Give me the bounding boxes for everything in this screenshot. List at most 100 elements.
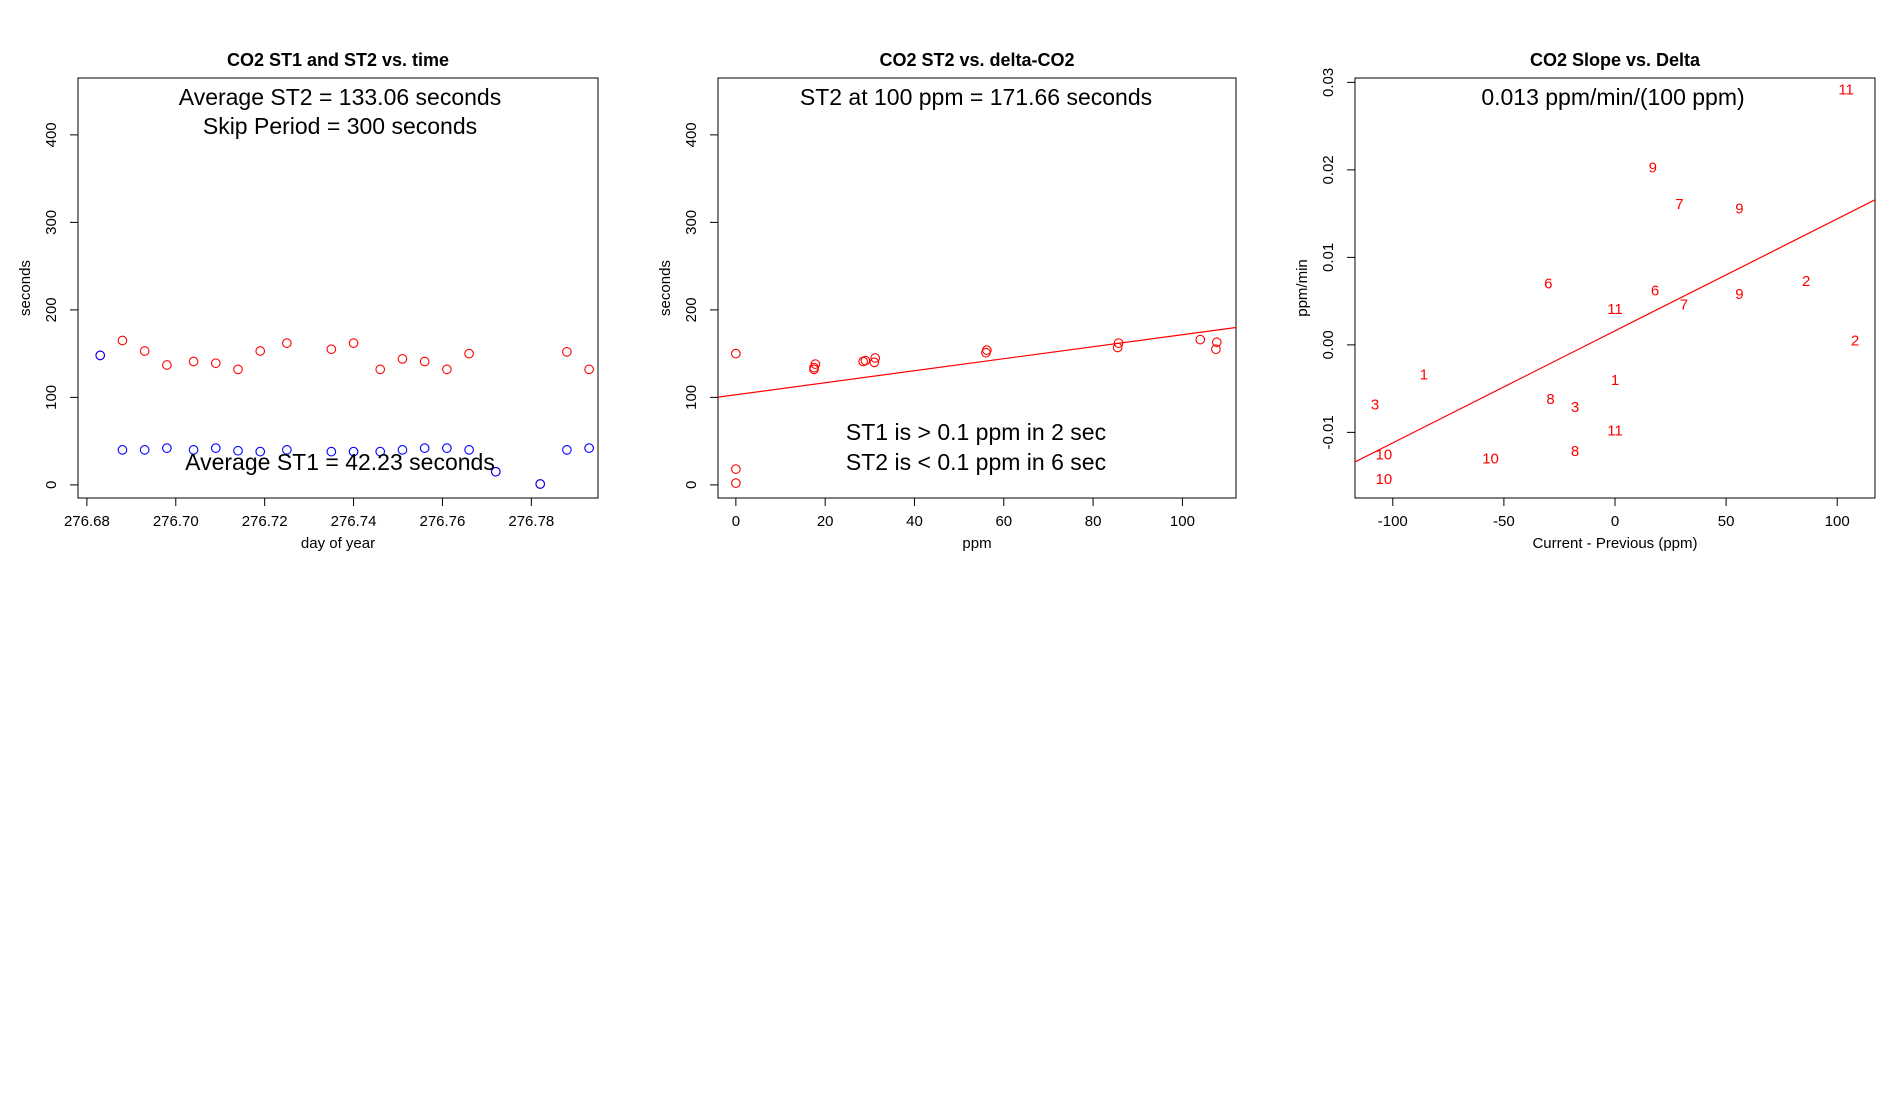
- x-axis-label: Current - Previous (ppm): [1532, 535, 1697, 552]
- y-tick-label: 300: [683, 210, 700, 235]
- data-point: [562, 347, 572, 357]
- plot-area: [718, 326, 1236, 488]
- y-tick-label: -0.01: [1320, 415, 1337, 449]
- data-point-label: 11: [1838, 81, 1854, 98]
- data-point: [348, 446, 359, 457]
- data-point: [870, 353, 881, 363]
- x-tick-label: 276.70: [153, 513, 199, 530]
- x-tick-label: 100: [1825, 513, 1850, 530]
- plot-annotation: Skip Period = 300 seconds: [203, 113, 477, 139]
- data-point: [562, 445, 572, 455]
- data-point-label: 1: [1611, 372, 1619, 389]
- data-point: [117, 335, 128, 346]
- data-point: [464, 348, 474, 359]
- data-point-label: 7: [1675, 196, 1683, 213]
- chart-title: CO2 ST1 and ST2 vs. time: [227, 50, 449, 70]
- x-tick-label: -100: [1378, 513, 1408, 530]
- data-point-label: 11: [1607, 301, 1623, 318]
- y-tick-label: 0.03: [1320, 68, 1337, 97]
- x-axis: -100 -50 0 50 100: [1378, 497, 1850, 530]
- data-point: [419, 356, 430, 367]
- data-point: [1195, 334, 1206, 345]
- x-tick-label: 0: [1611, 513, 1619, 530]
- x-tick-label: 60: [995, 513, 1012, 530]
- data-point-label: 10: [1376, 446, 1393, 463]
- y-tick-label: 400: [43, 122, 60, 147]
- data-point: [584, 364, 594, 375]
- y-tick-label: 200: [43, 297, 60, 322]
- data-point: [162, 443, 172, 453]
- series-1: [731, 334, 1222, 488]
- data-point-label: 10: [1376, 471, 1393, 488]
- data-point: [162, 360, 172, 370]
- data-point-label: 2: [1851, 333, 1859, 350]
- x-tick-label: 0: [732, 513, 740, 530]
- data-point: [375, 446, 386, 457]
- data-point: [584, 443, 594, 453]
- plot-frame: [77, 77, 599, 499]
- chart-panel-2: CO2 ST2 vs. delta-CO2 0 20 40 60 80 100 ppm 0 100…: [657, 50, 1237, 552]
- x-axis-label: day of year: [301, 535, 375, 552]
- data-point: [1113, 338, 1124, 348]
- data-point: [397, 354, 408, 364]
- plot-annotation: Average ST1 = 42.23 seconds: [185, 449, 495, 475]
- data-point: [1211, 337, 1222, 348]
- x-tick-label: 276.72: [242, 513, 288, 530]
- x-tick-label: 40: [906, 513, 923, 530]
- x-axis: 0 20 40 60 80 100: [732, 497, 1195, 530]
- data-point-label: 3: [1571, 399, 1579, 416]
- data-point: [731, 464, 741, 474]
- data-point: [490, 466, 501, 477]
- data-point: [233, 364, 243, 375]
- data-point-label: 7: [1680, 297, 1688, 314]
- x-axis-label: ppm: [962, 535, 991, 552]
- data-point-label: 6: [1651, 283, 1659, 300]
- data-point-label: 2: [1802, 273, 1810, 290]
- y-tick-label: 400: [683, 122, 700, 147]
- chart-title: CO2 ST2 vs. delta-CO2: [879, 50, 1074, 70]
- y-axis: 0 100 200 300 400: [683, 122, 719, 489]
- y-tick-label: 100: [683, 385, 700, 410]
- plot-annotation: Average ST2 = 133.06 seconds: [179, 84, 501, 110]
- data-point: [442, 364, 452, 375]
- y-tick-label: 300: [43, 210, 60, 235]
- x-tick-label: -50: [1493, 513, 1515, 530]
- x-tick-label: 20: [817, 513, 834, 530]
- data-point: [255, 346, 266, 356]
- y-tick-label: 0.00: [1320, 330, 1337, 359]
- data-point: [860, 355, 871, 366]
- plot-annotation: ST2 is < 0.1 ppm in 6 sec: [846, 449, 1106, 475]
- y-tick-label: 100: [43, 385, 60, 410]
- plot-area: [95, 335, 594, 489]
- data-point: [397, 445, 408, 455]
- data-point-label: 11: [1607, 423, 1623, 440]
- y-axis-label: seconds: [17, 260, 34, 316]
- data-point: [255, 446, 266, 457]
- plot-annotation: ST1 is > 0.1 ppm in 2 sec: [846, 419, 1106, 445]
- x-tick-label: 50: [1718, 513, 1735, 530]
- data-point: [117, 445, 128, 455]
- plot-annotation: 0.013 ppm/min/(100 ppm): [1481, 84, 1744, 110]
- chart-panel-3: CO2 Slope vs. Delta -100 -50 0 50 100 Current …: [1294, 50, 1876, 552]
- y-axis-label: ppm/min: [1294, 259, 1311, 317]
- x-tick-label: 80: [1085, 513, 1102, 530]
- regression-line: [718, 326, 1236, 398]
- data-point: [535, 479, 546, 489]
- data-point: [442, 443, 452, 453]
- x-tick-label: 276.68: [64, 513, 110, 530]
- x-tick-label: 276.78: [508, 513, 554, 530]
- data-point: [282, 338, 292, 348]
- data-point: [188, 356, 199, 367]
- data-point: [139, 445, 150, 455]
- chart-title: CO2 Slope vs. Delta: [1530, 50, 1701, 70]
- data-point: [233, 445, 243, 456]
- x-tick-label: 276.74: [331, 513, 377, 530]
- y-tick-label: 200: [683, 297, 700, 322]
- data-point-label: 10: [1482, 451, 1499, 468]
- y-tick-label: 0: [43, 481, 60, 489]
- data-point: [326, 344, 337, 355]
